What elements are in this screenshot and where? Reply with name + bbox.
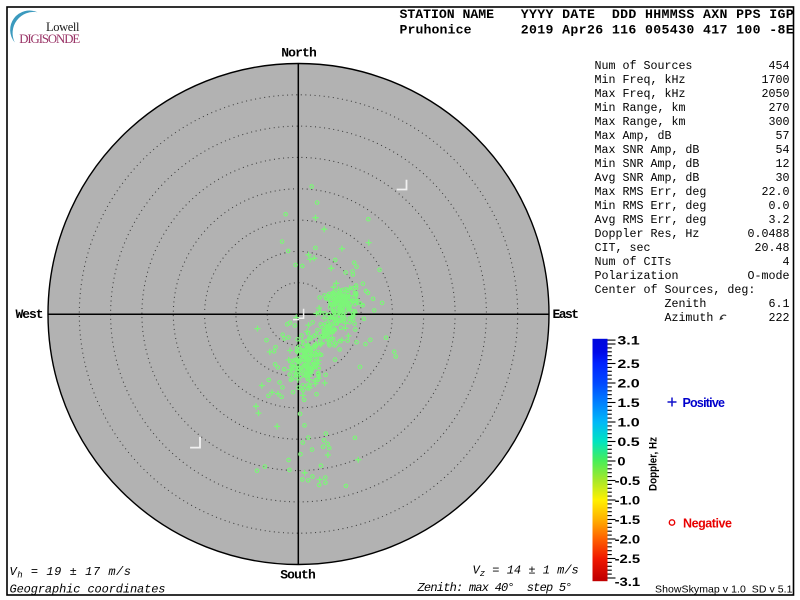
svg-text:Min Freq, kHz: Min Freq, kHz: [595, 73, 686, 87]
svg-text:Negative: Negative: [683, 517, 732, 531]
svg-text:Min RMS Err, deg: Min RMS Err, deg: [595, 199, 707, 213]
svg-text:Num of Sources: Num of Sources: [595, 59, 693, 73]
svg-text:Doppler Res, Hz: Doppler Res, Hz: [595, 227, 700, 241]
svg-text:DIGISONDE: DIGISONDE: [19, 32, 80, 46]
svg-text:Pruhonice: Pruhonice: [400, 23, 472, 38]
svg-text:270: 270: [769, 101, 790, 115]
svg-text:Zenith: max 40° step 5°: Zenith: max 40° step 5°: [417, 581, 573, 595]
svg-text:2.5: 2.5: [617, 357, 640, 371]
svg-text:Max RMS Err, deg: Max RMS Err, deg: [595, 185, 707, 199]
svg-text:4: 4: [783, 255, 790, 269]
svg-text:300: 300: [769, 115, 790, 129]
svg-text:-2.5: -2.5: [615, 552, 641, 566]
svg-text:Azimuth: Azimuth: [595, 311, 714, 325]
svg-text:2019 Apr26 116 005430 417 100: 2019 Apr26 116 005430 417 100 -8E: [521, 23, 794, 38]
svg-text:3.1: 3.1: [617, 333, 640, 347]
svg-text:-1.0: -1.0: [615, 493, 641, 507]
svg-text:1.5: 1.5: [617, 396, 640, 410]
svg-text:Avg RMS Err, deg: Avg RMS Err, deg: [595, 213, 707, 227]
svg-text:Vz = 14 ± 1 m/s: Vz = 14 ± 1 m/s: [473, 564, 579, 580]
svg-text:East: East: [553, 307, 580, 322]
svg-text:1.0: 1.0: [617, 415, 640, 429]
svg-text:O-mode: O-mode: [748, 269, 790, 283]
svg-text:222: 222: [769, 311, 790, 325]
svg-text:Max Freq, kHz: Max Freq, kHz: [595, 87, 686, 101]
svg-text:Max Amp, dB: Max Amp, dB: [595, 129, 672, 143]
svg-text:STATION NAME: STATION NAME: [400, 7, 495, 22]
svg-text:Min SNR Amp, dB: Min SNR Amp, dB: [595, 157, 700, 171]
svg-text:Geographic coordinates: Geographic coordinates: [10, 582, 166, 596]
svg-text:South: South: [280, 568, 316, 583]
svg-text:30: 30: [776, 171, 790, 185]
svg-text:YYYY DATE DDD HHMMSS AXN PPS: YYYY DATE DDD HHMMSS AXN PPS IGP: [521, 7, 794, 22]
svg-text:Center of Sources, deg:: Center of Sources, deg:: [595, 283, 756, 297]
svg-text:Positive: Positive: [683, 396, 726, 410]
svg-text:2.0: 2.0: [617, 376, 640, 390]
svg-text:0.0: 0.0: [769, 199, 790, 213]
svg-text:-0.5: -0.5: [615, 474, 641, 488]
svg-text:North: North: [281, 46, 317, 61]
svg-text:0.5: 0.5: [617, 435, 640, 449]
svg-text:54: 54: [776, 143, 790, 157]
svg-text:Zenith: Zenith: [595, 297, 707, 311]
svg-text:20.48: 20.48: [755, 241, 790, 255]
svg-text:6.1: 6.1: [769, 297, 790, 311]
svg-text:454: 454: [769, 59, 790, 73]
svg-text:22.0: 22.0: [762, 185, 790, 199]
svg-text:-1.5: -1.5: [615, 513, 641, 527]
svg-text:-3.1: -3.1: [615, 575, 641, 589]
svg-text:ShowSkymap v 1.0 SD v 5.1: ShowSkymap v 1.0 SD v 5.1: [655, 584, 793, 596]
svg-text:2050: 2050: [762, 87, 790, 101]
svg-text:0: 0: [617, 454, 626, 468]
svg-text:3.2: 3.2: [769, 213, 790, 227]
svg-text:57: 57: [776, 129, 790, 143]
svg-text:0.0488: 0.0488: [748, 227, 790, 241]
svg-text:12: 12: [776, 157, 790, 171]
svg-text:Max Range, km: Max Range, km: [595, 115, 686, 129]
svg-text:1700: 1700: [762, 73, 790, 87]
svg-text:West: West: [16, 307, 44, 322]
svg-text:Lowell: Lowell: [46, 20, 80, 34]
svg-text:Max SNR Amp, dB: Max SNR Amp, dB: [595, 143, 700, 157]
svg-text:Polarization: Polarization: [595, 269, 679, 283]
svg-text:Avg SNR Amp, dB: Avg SNR Amp, dB: [595, 171, 700, 185]
svg-text:CIT, sec: CIT, sec: [595, 241, 651, 255]
svg-text:Num of CITs: Num of CITs: [595, 255, 672, 269]
svg-text:-2.0: -2.0: [615, 532, 641, 546]
svg-text:Vh = 19 ± 17 m/s: Vh = 19 ± 17 m/s: [10, 565, 132, 581]
svg-text:Min Range, km: Min Range, km: [595, 101, 686, 115]
svg-text:Doppler, Hz: Doppler, Hz: [648, 436, 660, 491]
